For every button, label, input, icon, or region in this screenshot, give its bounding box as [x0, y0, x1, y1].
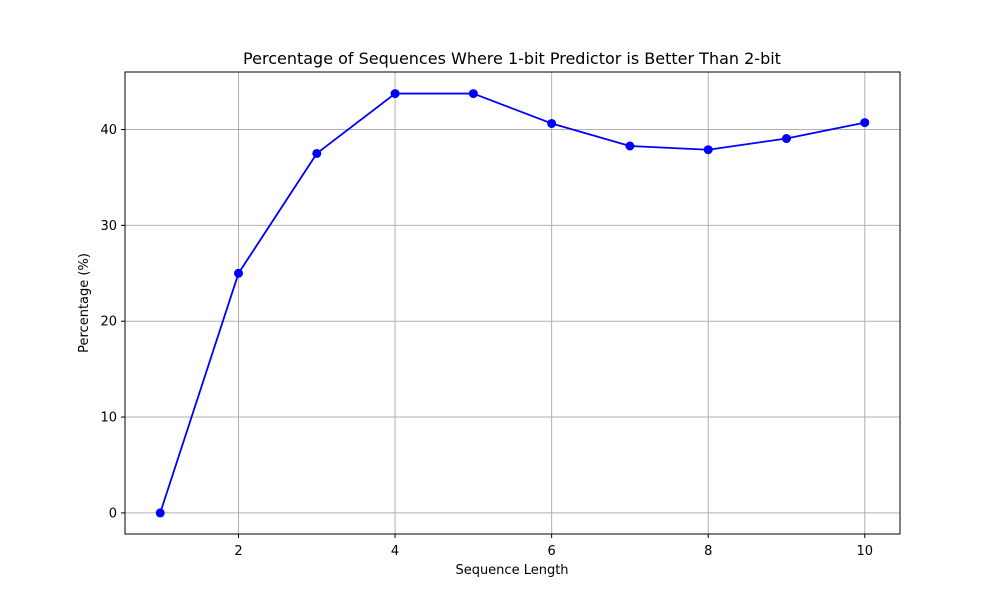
data-point [312, 148, 322, 158]
chart-title: Percentage of Sequences Where 1-bit Pred… [243, 49, 781, 68]
data-point [625, 141, 635, 151]
series-layer [155, 89, 870, 518]
data-point [390, 89, 400, 99]
data-point [155, 508, 165, 518]
x-tick-label: 4 [391, 544, 399, 559]
y-tick-label: 20 [100, 315, 117, 330]
y-tick-label: 40 [100, 123, 117, 138]
series-line [159, 92, 865, 514]
x-tick-label: 10 [856, 544, 873, 559]
data-point [781, 134, 791, 144]
x-tick-label: 8 [704, 544, 712, 559]
x-axis: 2 4 6 8 10 [234, 534, 873, 559]
grid [125, 72, 900, 534]
data-point [860, 118, 870, 128]
y-tick-label: 30 [100, 219, 117, 234]
y-axis: 0 10 20 30 40 [100, 123, 125, 521]
data-point [234, 268, 244, 278]
x-axis-label: Sequence Length [455, 563, 568, 578]
x-tick-label: 2 [234, 544, 242, 559]
data-point [703, 145, 713, 155]
y-axis-label: Percentage (%) [77, 253, 92, 353]
data-point [547, 118, 557, 128]
plot-area-frame [124, 71, 901, 535]
y-tick-label: 0 [109, 506, 117, 521]
y-tick-label: 10 [100, 411, 117, 426]
x-tick-label: 6 [548, 544, 556, 559]
data-point [468, 89, 478, 99]
